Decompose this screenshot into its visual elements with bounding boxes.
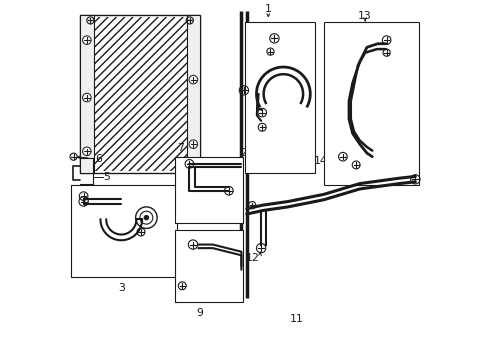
Text: 1: 1 <box>265 4 272 14</box>
Text: 8: 8 <box>225 181 232 192</box>
Bar <box>187 15 200 173</box>
Text: 13: 13 <box>358 11 372 21</box>
Text: 6: 6 <box>96 154 102 164</box>
Text: 10: 10 <box>173 244 187 254</box>
Circle shape <box>144 216 148 220</box>
Bar <box>175 157 243 223</box>
Text: 7: 7 <box>177 143 184 153</box>
Bar <box>80 15 200 173</box>
Text: 11: 11 <box>290 314 304 324</box>
Text: 5: 5 <box>103 172 110 182</box>
Text: 14: 14 <box>314 156 327 166</box>
Text: 8: 8 <box>175 161 182 171</box>
Bar <box>175 230 243 302</box>
Bar <box>324 22 419 185</box>
Text: 2: 2 <box>240 148 247 158</box>
Bar <box>71 185 177 277</box>
Bar <box>80 15 94 173</box>
Text: 9: 9 <box>197 309 204 318</box>
Text: 3: 3 <box>118 283 125 293</box>
Text: 12: 12 <box>245 253 259 263</box>
Bar <box>245 22 315 173</box>
Text: 4: 4 <box>76 198 83 208</box>
Text: 2: 2 <box>243 86 250 96</box>
Text: 4: 4 <box>143 235 150 245</box>
Bar <box>94 17 187 171</box>
Text: 14: 14 <box>395 105 409 115</box>
